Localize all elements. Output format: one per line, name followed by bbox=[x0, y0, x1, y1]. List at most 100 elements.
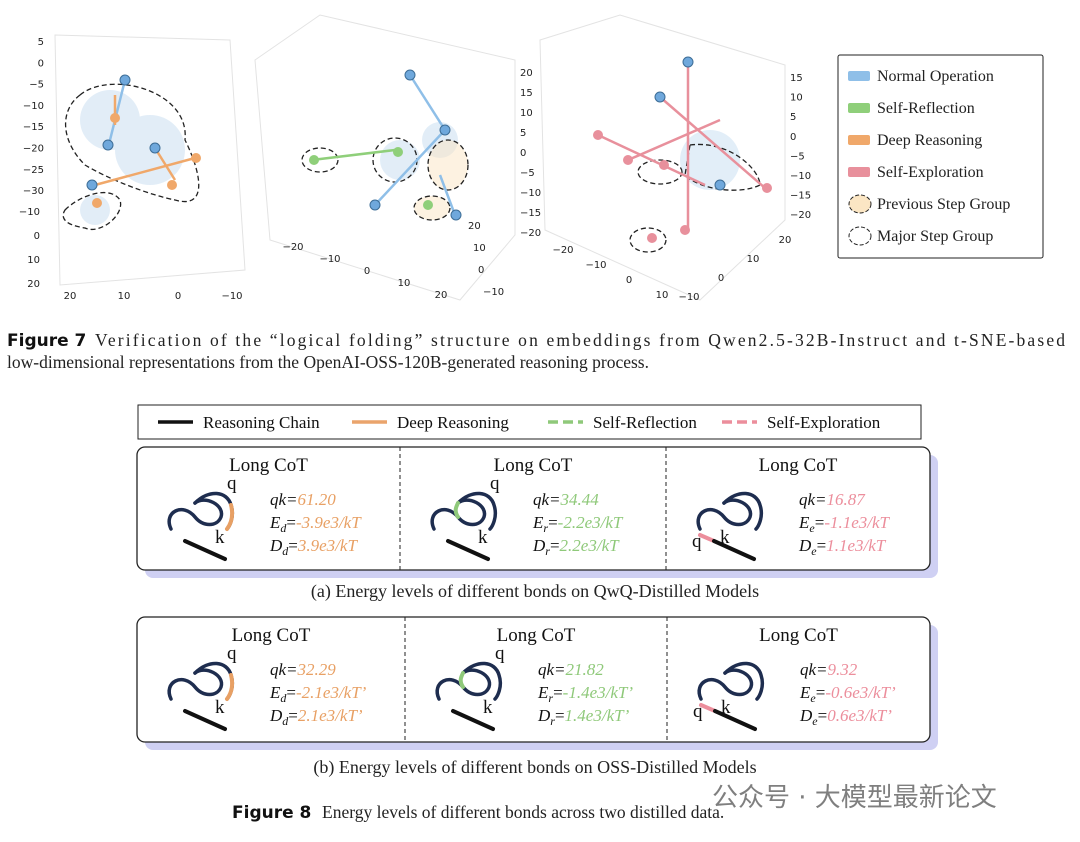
tick-label: −5 bbox=[520, 168, 535, 179]
subscript: d bbox=[282, 544, 289, 558]
group-outline bbox=[62, 83, 761, 253]
depth-value: 3.9e3/kT bbox=[297, 536, 359, 555]
chain bbox=[696, 498, 753, 531]
equals: = bbox=[286, 513, 296, 532]
depth-line: Dd=2.1e3/kT’ bbox=[269, 706, 363, 728]
chain bbox=[167, 668, 224, 701]
tick-label: −20 bbox=[282, 242, 303, 253]
tick-label: 20 bbox=[27, 279, 40, 290]
bond bbox=[698, 533, 716, 543]
qk-label: qk= bbox=[270, 490, 298, 509]
symbol: D bbox=[798, 536, 812, 555]
bond-diagram: qk bbox=[430, 473, 500, 561]
label-q: q bbox=[693, 701, 703, 722]
qk-label: qk= bbox=[538, 660, 566, 679]
depth-line: Dr=1.4e3/kT’ bbox=[537, 706, 630, 728]
qk-line: qk=32.29 bbox=[270, 660, 336, 679]
tick-label: −25 bbox=[23, 165, 44, 176]
symbol: E bbox=[532, 513, 544, 532]
caption-label: Figure 7 bbox=[7, 331, 86, 351]
tick-label: 10 bbox=[398, 278, 411, 289]
label-q: q bbox=[490, 473, 500, 494]
qk-value: 61.20 bbox=[298, 490, 337, 509]
qk-line: qk=21.82 bbox=[538, 660, 604, 679]
chain bbox=[722, 491, 764, 531]
chain bbox=[712, 539, 756, 561]
tick-label: 15 bbox=[790, 73, 803, 84]
equals: = bbox=[818, 706, 828, 725]
chain bbox=[446, 539, 490, 561]
energy-line: Er=-1.4e3/kT’ bbox=[537, 683, 633, 705]
qk-label: qk= bbox=[800, 660, 828, 679]
energy-value: -2.1e3/kT’ bbox=[296, 683, 367, 702]
tick-label: −20 bbox=[790, 210, 811, 221]
tick-label: −20 bbox=[23, 144, 44, 155]
energy-line: Ee=-1.1e3/kT bbox=[798, 513, 891, 535]
symbol: D bbox=[537, 706, 551, 725]
equals: = bbox=[286, 683, 296, 702]
cell-title: Long CoT bbox=[229, 455, 308, 476]
legend-swatch bbox=[848, 135, 870, 145]
energy-value: -1.1e3/kT bbox=[824, 513, 890, 532]
label-k: k bbox=[721, 697, 731, 718]
symbol: D bbox=[799, 706, 813, 725]
subscript: d bbox=[282, 714, 289, 728]
tick-label: −10 bbox=[483, 287, 504, 298]
caption-text: Verification of the “logical folding” st… bbox=[95, 330, 1065, 350]
caption-text: low-dimensional representations from the… bbox=[7, 352, 649, 372]
tick-label: 20 bbox=[435, 290, 448, 301]
tick-label: 5 bbox=[38, 37, 44, 48]
tick-label: 0 bbox=[790, 132, 796, 143]
bond-diagram: qk bbox=[167, 643, 237, 731]
legend-label: Self-Reflection bbox=[593, 413, 697, 432]
subscript: e bbox=[809, 521, 815, 535]
panel bbox=[136, 446, 931, 571]
subscript: r bbox=[548, 691, 553, 705]
depth-value: 2.2e3/kT bbox=[560, 536, 621, 555]
equals: = bbox=[816, 683, 826, 702]
equals: = bbox=[815, 513, 825, 532]
tick-label: 0 bbox=[34, 231, 40, 242]
legend-swatch bbox=[848, 103, 870, 113]
cell-title: Long CoT bbox=[759, 625, 838, 646]
tick-label: 10 bbox=[27, 255, 40, 266]
energy-line: Ed=-2.1e3/kT’ bbox=[269, 683, 367, 705]
equals: = bbox=[555, 706, 565, 725]
legend-label: Normal Operation bbox=[877, 68, 994, 85]
chain bbox=[461, 661, 503, 701]
plot-axes bbox=[54, 14, 786, 301]
tick-label: 10 bbox=[747, 254, 760, 265]
label-k: k bbox=[483, 697, 493, 718]
tick-label: 5 bbox=[790, 112, 796, 123]
tick-label: −30 bbox=[23, 186, 44, 197]
equals: = bbox=[548, 513, 558, 532]
chain bbox=[456, 491, 498, 531]
legend-swatch bbox=[848, 194, 872, 214]
legend-swatch bbox=[848, 71, 870, 81]
symbol: E bbox=[798, 513, 810, 532]
subscript: r bbox=[545, 544, 550, 558]
tick-label: −15 bbox=[790, 191, 811, 202]
legend-label: Deep Reasoning bbox=[877, 132, 982, 149]
legend-label: Self-Reflection bbox=[877, 100, 975, 117]
bond-diagram: qk bbox=[167, 473, 237, 561]
legend-label: Previous Step Group bbox=[877, 196, 1010, 213]
legend-swatch bbox=[848, 167, 870, 177]
points bbox=[92, 113, 201, 208]
tick-label: 10 bbox=[790, 93, 803, 104]
tick-label: 0 bbox=[175, 291, 181, 302]
energy-value: -0.6e3/kT’ bbox=[825, 683, 896, 702]
legend-label: Major Step Group bbox=[877, 228, 993, 245]
symbol: D bbox=[269, 536, 283, 555]
tick-label: 0 bbox=[626, 275, 632, 286]
tick-label: −15 bbox=[23, 122, 44, 133]
energy-line: Ed=-3.9e3/kT bbox=[269, 513, 362, 535]
depth-value: 0.6e3/kT’ bbox=[827, 706, 892, 725]
tick-label: 15 bbox=[520, 88, 533, 99]
subscript: e bbox=[810, 691, 816, 705]
panel bbox=[136, 616, 931, 743]
qk-line: qk=61.20 bbox=[270, 490, 336, 509]
equals: = bbox=[550, 536, 560, 555]
points bbox=[309, 147, 433, 210]
figure-7: 5 0 −5 −10 −15 −20 −25 −30 −10 0 10 20 20 10 0 −10 20 15 1… bbox=[7, 14, 1065, 372]
